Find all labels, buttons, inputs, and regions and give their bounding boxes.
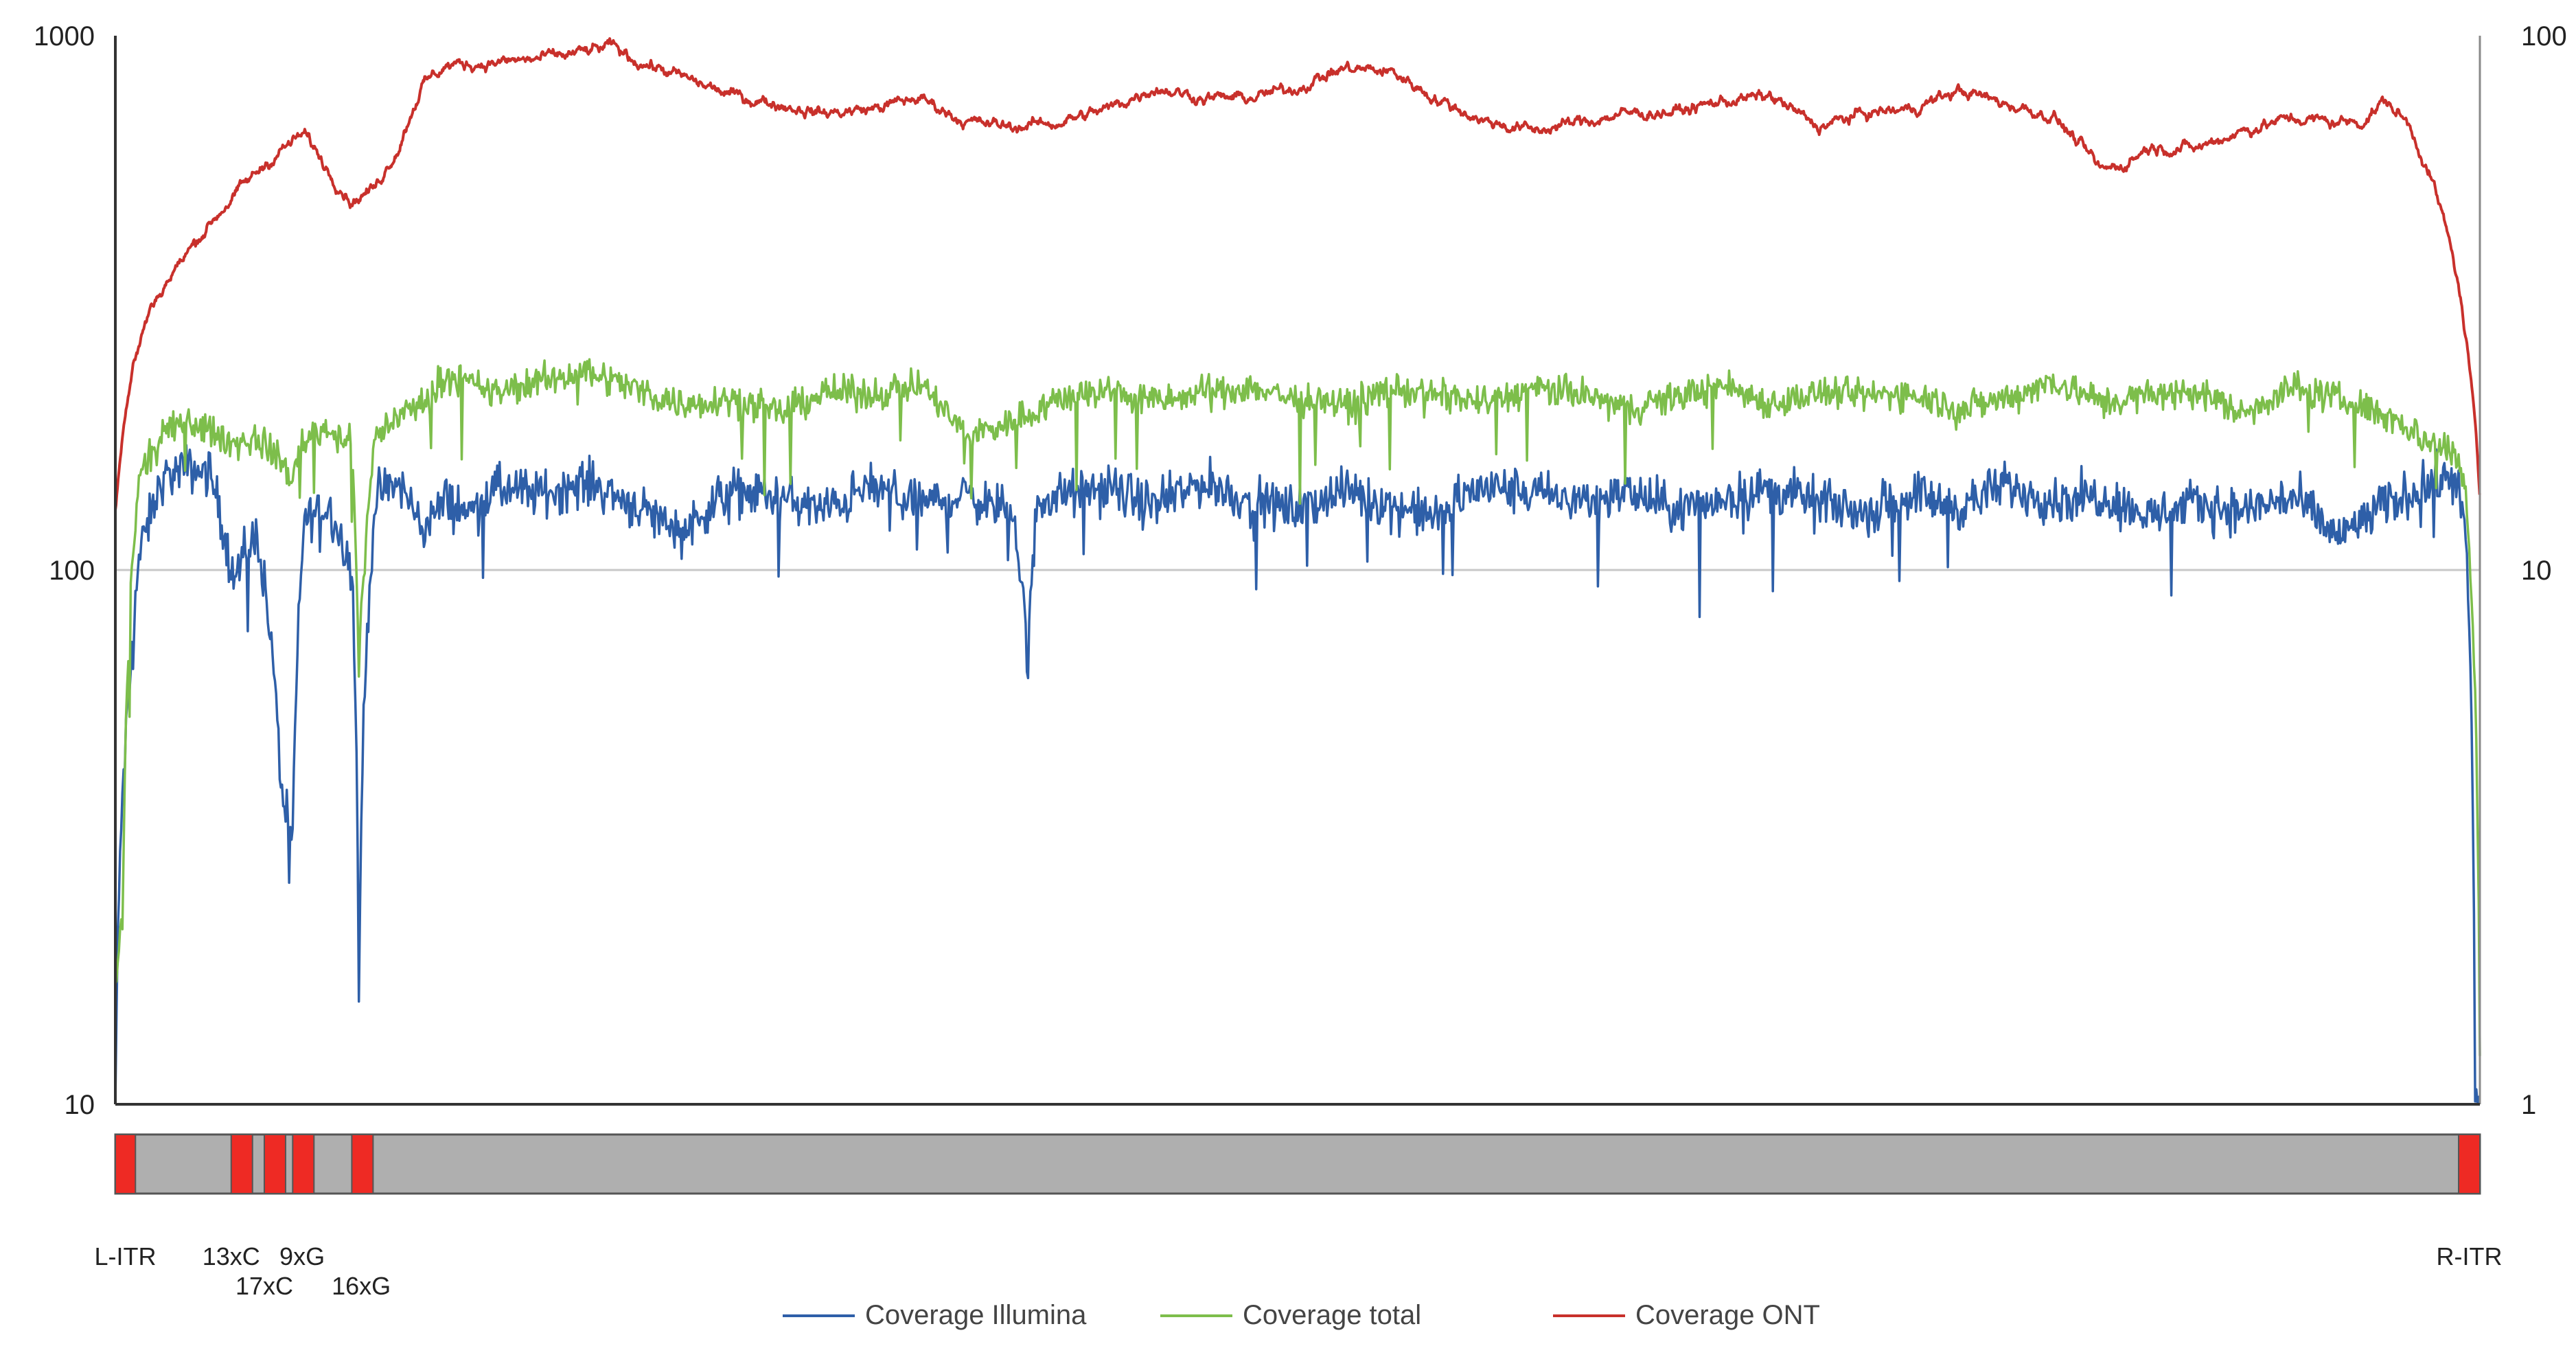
region-label-9xg: 9xG — [279, 1242, 325, 1270]
region-label-16xg: 16xG — [332, 1272, 391, 1300]
region-marker-4 — [292, 1134, 315, 1194]
region-label-13xc: 13xC — [203, 1242, 260, 1270]
legend-label-coverage-illumina: Coverage Illumina — [865, 1300, 1087, 1330]
y-tick-left-10: 10 — [65, 1090, 95, 1120]
region-marker-3 — [263, 1134, 286, 1194]
region-marker-5 — [351, 1134, 374, 1194]
region-marker-2 — [230, 1134, 253, 1194]
y-tick-right-1: 1 — [2521, 1090, 2536, 1120]
region-label-l-itr: L-ITR — [94, 1242, 156, 1270]
region-marker-1 — [115, 1134, 137, 1194]
legend-label-coverage-total: Coverage total — [1243, 1300, 1421, 1330]
series-line-coverage-illumina — [114, 444, 2481, 1106]
region-label-17xc: 17xC — [235, 1272, 293, 1300]
y-tick-right-10: 10 — [2521, 556, 2552, 586]
series-line-coverage-ont — [114, 37, 2481, 511]
region-label-r-itr: R-ITR — [2437, 1242, 2503, 1270]
genome-region-bar — [114, 1133, 2481, 1195]
y-tick-left-100: 100 — [49, 556, 95, 586]
region-marker-6 — [2458, 1134, 2481, 1194]
region-bar — [114, 1133, 2481, 1195]
tick-labels: 1000 100 10 100 10 1 — [34, 21, 2567, 1120]
legend-label-coverage-ont: Coverage ONT — [1635, 1300, 1820, 1330]
series-lines — [114, 37, 2481, 1106]
axes — [114, 36, 2481, 1106]
legend: Coverage Illumina Coverage total Coverage … — [783, 1300, 1820, 1330]
y-tick-left-1000: 1000 — [34, 21, 95, 52]
series-line-coverage-total — [114, 358, 2481, 1056]
y-tick-right-100: 100 — [2521, 21, 2567, 52]
